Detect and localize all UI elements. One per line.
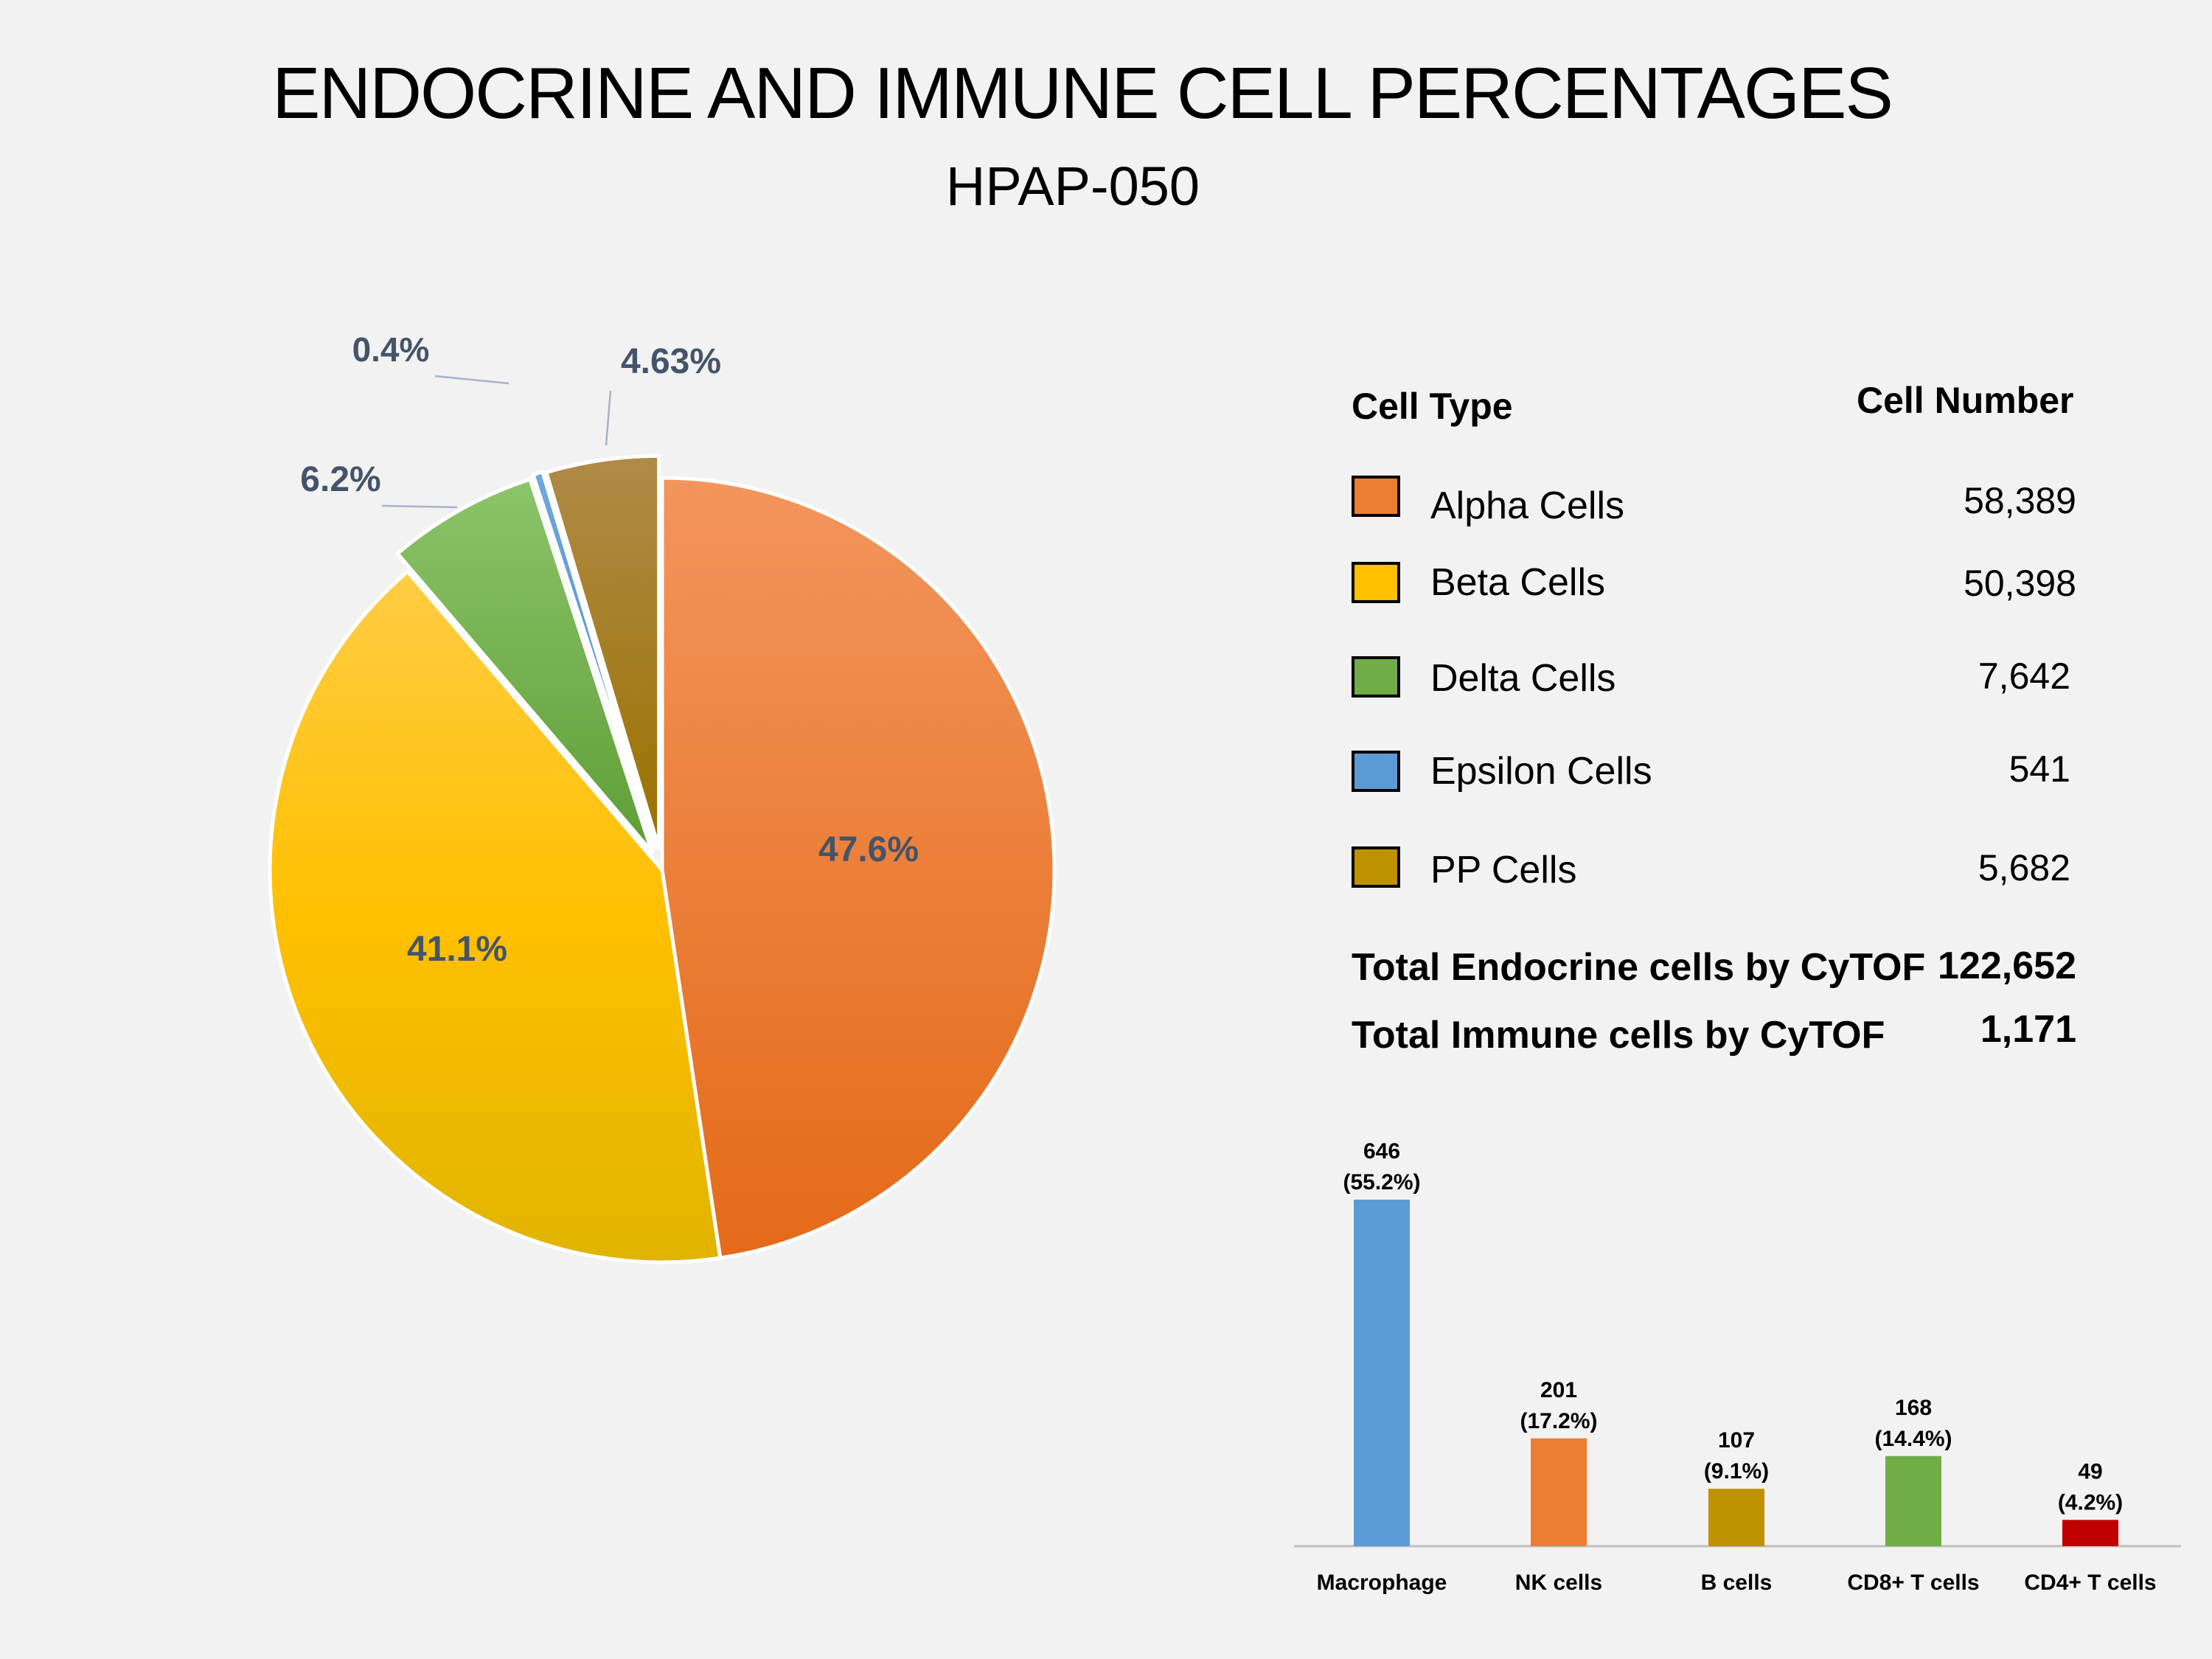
col-header-cell-number: Cell Number <box>1857 380 2074 421</box>
bar-cd4-t-cells <box>2062 1520 2118 1546</box>
row-value-epsilon: 541 <box>2008 748 2070 790</box>
bar-cd8-t-cells <box>1885 1455 1941 1546</box>
total-endocrine-value: 122,652 <box>1938 945 2076 987</box>
pie-leader-line-3 <box>434 375 509 385</box>
row-value-alpha: 58,389 <box>1964 480 2076 521</box>
bar-percent-label-nk-cells: (17.2%) <box>1520 1409 1597 1433</box>
pie-chart: 47.6% 41.1% 6.2% 0.4% 4.63% <box>268 330 1057 1265</box>
total-endocrine-label: Total Endocrine cells by CyTOF <box>1352 946 1926 989</box>
bar-nk-cells <box>1531 1438 1587 1546</box>
row-label-pp: PP Cells <box>1430 849 1577 891</box>
bar-value-label-macrophage: 646 <box>1363 1139 1400 1164</box>
pie-leader-line-4 <box>605 390 612 446</box>
bar-percent-label-b-cells: (9.1%) <box>1704 1459 1769 1484</box>
pie-label-pp-cells: 4.63% <box>621 342 721 381</box>
pie-label-alpha-cells: 47.6% <box>818 830 919 869</box>
bar-value-label-b-cells: 107 <box>1718 1428 1755 1453</box>
chart-title: ENDOCRINE AND IMMUNE CELL PERCENTAGES <box>272 52 1893 133</box>
pie-slice-beta-cells <box>268 569 723 1265</box>
bar-value-label-cd4-t-cells: 49 <box>2078 1459 2102 1484</box>
bar-percent-label-cd8-t-cells: (14.4%) <box>1874 1427 1952 1451</box>
chart-subtitle: HPAP-050 <box>945 156 1200 217</box>
bar-b-cells <box>1708 1489 1764 1546</box>
bar-percent-label-macrophage: (55.2%) <box>1343 1170 1420 1194</box>
bar-category-label-b-cells: B cells <box>1701 1571 1773 1595</box>
row-label-delta: Delta Cells <box>1430 657 1616 700</box>
pie-slice-alpha-cells <box>660 476 1057 1260</box>
pie-label-delta-cells: 6.2% <box>300 460 380 499</box>
total-immune-value: 1,171 <box>1980 1008 2076 1051</box>
bar-category-label-cd4-t-cells: CD4+ T cells <box>2024 1571 2156 1595</box>
pie-slice-delta-cells <box>395 477 654 855</box>
pie-slice-epsilon-cells <box>531 470 657 849</box>
pie-leader-line-2 <box>381 504 458 509</box>
row-value-delta: 7,642 <box>1978 655 2070 697</box>
bar-value-label-cd8-t-cells: 168 <box>1895 1396 1932 1420</box>
bar-value-label-nk-cells: 201 <box>1540 1378 1577 1402</box>
bar-percent-label-cd4-t-cells: (4.2%) <box>2058 1490 2123 1514</box>
row-label-alpha: Alpha Cells <box>1430 484 1625 527</box>
swatch-beta <box>1352 562 1400 603</box>
bar-category-label-macrophage: Macrophage <box>1317 1571 1447 1595</box>
row-label-beta: Beta Cells <box>1430 561 1605 604</box>
immune-bar-chart: 646 (55.2%) Macrophage 201 (17.2%) NK cells 10… <box>1294 1139 2181 1595</box>
bar-category-label-nk-cells: NK cells <box>1515 1571 1602 1595</box>
pie-label-epsilon-cells: 0.4% <box>352 330 430 369</box>
pie-label-beta-cells: 41.1% <box>407 930 507 969</box>
col-header-cell-type: Cell Type <box>1352 386 1513 427</box>
row-label-epsilon: Epsilon Cells <box>1430 750 1652 793</box>
pie-slice-pp-cells <box>544 453 661 850</box>
swatch-pp <box>1352 846 1400 888</box>
swatch-epsilon <box>1352 751 1400 792</box>
bar-macrophage <box>1354 1200 1410 1546</box>
row-value-pp: 5,682 <box>1978 847 2070 888</box>
row-value-beta: 50,398 <box>1964 563 2076 604</box>
total-immune-label: Total Immune cells by CyTOF <box>1352 1014 1885 1057</box>
swatch-delta <box>1352 656 1400 698</box>
bar-category-label-cd8-t-cells: CD8+ T cells <box>1847 1571 1979 1595</box>
swatch-alpha <box>1352 476 1400 517</box>
